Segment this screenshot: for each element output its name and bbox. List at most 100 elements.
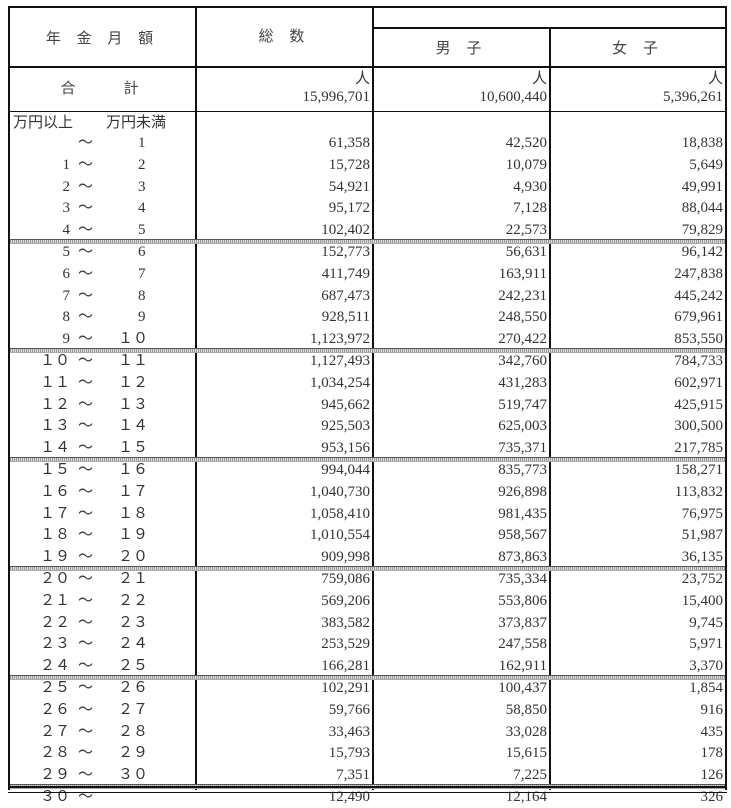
value-total: 411,749 bbox=[321, 265, 370, 282]
value-female: 1,854 bbox=[689, 680, 723, 696]
range-lower: 4 bbox=[62, 222, 71, 239]
value-male: 873,863 bbox=[498, 549, 547, 566]
table-row: 1 ～ 2 15,728 10,079 5,649 bbox=[10, 154, 725, 176]
tilde: ～ bbox=[78, 418, 94, 435]
value-male: 42,520 bbox=[505, 135, 547, 151]
value-total: 33,463 bbox=[328, 723, 370, 740]
unit-male: 人 bbox=[531, 71, 547, 87]
value-total: 383,582 bbox=[321, 614, 370, 631]
header-male: 男 子 bbox=[435, 41, 488, 57]
value-total: 54,921 bbox=[328, 178, 370, 195]
range-lower: １４ bbox=[40, 440, 71, 457]
tilde: ～ bbox=[78, 680, 94, 696]
range-upper: 4 bbox=[138, 200, 146, 217]
tilde: ～ bbox=[78, 396, 94, 413]
range-upper: 9 bbox=[138, 309, 146, 326]
range-lower: １３ bbox=[40, 418, 71, 435]
value-total: 253,529 bbox=[321, 636, 370, 653]
range-lower: 2 bbox=[62, 178, 71, 195]
value-female: 23,752 bbox=[681, 571, 723, 587]
range-upper: 7 bbox=[138, 265, 146, 282]
value-total: 1,010,554 bbox=[310, 527, 370, 544]
range-lower: ２２ bbox=[40, 614, 71, 631]
value-male: 958,567 bbox=[498, 527, 547, 544]
value-female: 18,838 bbox=[681, 135, 723, 151]
range-upper: ２６ bbox=[118, 680, 149, 696]
range-lower: 8 bbox=[62, 309, 71, 326]
tilde: ～ bbox=[78, 309, 94, 326]
value-total: 569,206 bbox=[321, 592, 370, 609]
value-female: 784,733 bbox=[674, 353, 723, 369]
table-row: １５ ～ １６ 994,044 835,773 158,271 bbox=[10, 459, 725, 481]
tilde: ～ bbox=[78, 462, 94, 478]
table-row: １７ ～ １８ 1,058,410 981,435 76,975 bbox=[10, 503, 725, 525]
tilde: ～ bbox=[78, 745, 94, 762]
tilde: ～ bbox=[78, 331, 94, 348]
range-lower: 1 bbox=[62, 156, 71, 173]
tilde: ～ bbox=[78, 592, 94, 609]
value-male: 735,334 bbox=[498, 571, 547, 587]
value-male: 58,850 bbox=[505, 701, 547, 718]
group-separator bbox=[10, 566, 725, 571]
value-male: 7,225 bbox=[513, 767, 547, 784]
range-upper: 3 bbox=[138, 178, 146, 195]
table-row: 3 ～ 4 95,172 7,128 88,044 bbox=[10, 197, 725, 219]
value-total: 102,291 bbox=[321, 680, 370, 696]
value-male: 163,911 bbox=[498, 265, 547, 282]
value-male: 519,747 bbox=[498, 396, 547, 413]
value-male: 247,558 bbox=[498, 636, 547, 653]
range-lower: ２１ bbox=[40, 592, 71, 609]
value-female: 217,785 bbox=[674, 440, 723, 457]
value-male: 15,615 bbox=[505, 745, 547, 762]
range-lower: 3 bbox=[62, 200, 71, 217]
value-total: 909,998 bbox=[321, 549, 370, 566]
range-lower: １０ bbox=[40, 353, 71, 369]
value-total: 928,511 bbox=[321, 309, 370, 326]
value-female: 15,400 bbox=[681, 592, 723, 609]
range-upper: 6 bbox=[138, 244, 146, 260]
range-lower: ２５ bbox=[40, 680, 71, 696]
range-upper: ２９ bbox=[118, 745, 149, 762]
range-lower: 5 bbox=[62, 244, 71, 260]
range-upper: ２１ bbox=[118, 571, 149, 587]
value-total: 1,127,493 bbox=[310, 353, 370, 369]
group-separator bbox=[10, 675, 725, 680]
value-male: 100,437 bbox=[498, 680, 547, 696]
tilde: ～ bbox=[78, 265, 94, 282]
value-male: 981,435 bbox=[498, 505, 547, 522]
range-lower: ２６ bbox=[40, 701, 71, 718]
value-male: 33,028 bbox=[505, 723, 547, 740]
column-divider bbox=[549, 28, 551, 790]
value-total: 61,358 bbox=[328, 135, 370, 151]
range-lower: ２４ bbox=[40, 658, 71, 675]
value-total: 59,766 bbox=[328, 701, 370, 718]
value-total: 994,044 bbox=[321, 462, 370, 478]
range-lower: １７ bbox=[40, 505, 71, 522]
value-total: 102,402 bbox=[321, 222, 370, 239]
range-upper: 1 bbox=[138, 135, 146, 151]
range-upper: ２７ bbox=[118, 701, 149, 718]
tilde: ～ bbox=[78, 549, 94, 566]
range-lower: 6 bbox=[62, 265, 71, 282]
unit-total: 人 bbox=[354, 71, 370, 87]
value-total: 925,503 bbox=[321, 418, 370, 435]
range-upper: 8 bbox=[138, 287, 146, 304]
range-upper: ２８ bbox=[118, 723, 149, 740]
range-lower: ２３ bbox=[40, 636, 71, 653]
value-female: 300,500 bbox=[674, 418, 723, 435]
value-female: 113,832 bbox=[674, 483, 723, 500]
pension-amount-table: 年 金 月 額 総 数 男 子 女 子 合 計 人 15,996,701 人 1… bbox=[8, 6, 727, 805]
table-row: 2 ～ 3 54,921 4,930 49,991 bbox=[10, 176, 725, 198]
unit-female: 人 bbox=[707, 71, 723, 87]
value-total: 1,034,254 bbox=[310, 374, 370, 391]
tilde: ～ bbox=[78, 527, 94, 544]
value-total: 166,281 bbox=[321, 658, 370, 675]
value-female: 5,971 bbox=[689, 636, 723, 653]
range-upper: １７ bbox=[118, 483, 149, 500]
table-row: １８ ～ １９ 1,010,554 958,567 51,987 bbox=[10, 524, 725, 546]
table-bottom-double-line bbox=[8, 786, 727, 793]
value-female: 178 bbox=[700, 745, 724, 762]
table-row: １４ ～ １５ 953,156 735,371 217,785 bbox=[10, 437, 725, 459]
tilde: ～ bbox=[78, 200, 94, 217]
table-row: ２０ ～ ２１ 759,086 735,334 23,752 bbox=[10, 568, 725, 590]
